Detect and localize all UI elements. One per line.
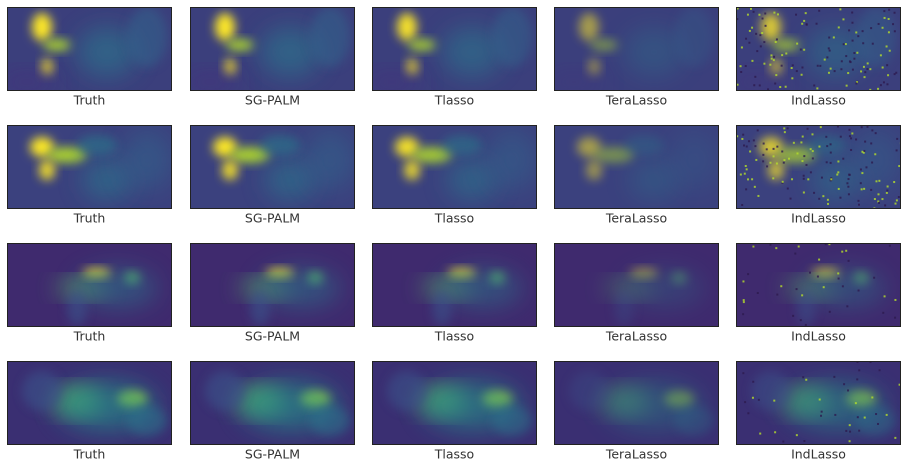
panel-caption: Truth xyxy=(73,93,106,108)
panel-caption: TeraLasso xyxy=(605,329,667,344)
panel-caption: IndLasso xyxy=(791,93,846,108)
image-panel xyxy=(7,361,172,445)
panel-caption: TeraLasso xyxy=(605,211,667,226)
panel-caption: Tlasso xyxy=(434,329,474,344)
panel-caption: SG-PALM xyxy=(245,93,300,108)
image-panel xyxy=(736,125,901,211)
image-panel xyxy=(372,243,537,327)
image-panel xyxy=(736,361,901,445)
image-panel xyxy=(362,7,537,92)
panel-caption: Tlasso xyxy=(434,93,474,108)
image-panel xyxy=(554,361,719,445)
image-panel xyxy=(554,125,719,209)
panel-caption: TeraLasso xyxy=(605,447,667,462)
panel-caption: Tlasso xyxy=(434,447,474,462)
figure: Truth SG-PALM Tlasso TeraLasso IndLasso Truth… xyxy=(0,0,901,462)
panel-caption: SG-PALM xyxy=(245,211,300,226)
image-panel xyxy=(554,243,719,327)
panel-caption: SG-PALM xyxy=(245,447,300,462)
image-panel xyxy=(372,125,537,209)
panel-caption: Tlasso xyxy=(434,211,474,226)
panel-caption: Truth xyxy=(73,329,106,344)
image-panel xyxy=(190,125,355,209)
image-panel xyxy=(726,7,901,93)
image-panel xyxy=(180,7,355,92)
image-panel xyxy=(736,243,901,327)
panel-caption: TeraLasso xyxy=(605,93,667,108)
panel-caption: SG-PALM xyxy=(245,329,300,344)
image-panel xyxy=(7,125,172,209)
panel-caption: Truth xyxy=(73,447,106,462)
image-panel xyxy=(0,7,172,92)
panel-caption: Truth xyxy=(73,211,106,226)
panel-caption: IndLasso xyxy=(791,447,846,462)
image-panel xyxy=(372,361,537,445)
image-panel xyxy=(7,243,172,327)
panel-caption: IndLasso xyxy=(791,211,846,226)
panel-caption: IndLasso xyxy=(791,329,846,344)
image-panel xyxy=(190,243,355,327)
image-panel xyxy=(190,361,355,445)
image-panel xyxy=(544,7,719,92)
